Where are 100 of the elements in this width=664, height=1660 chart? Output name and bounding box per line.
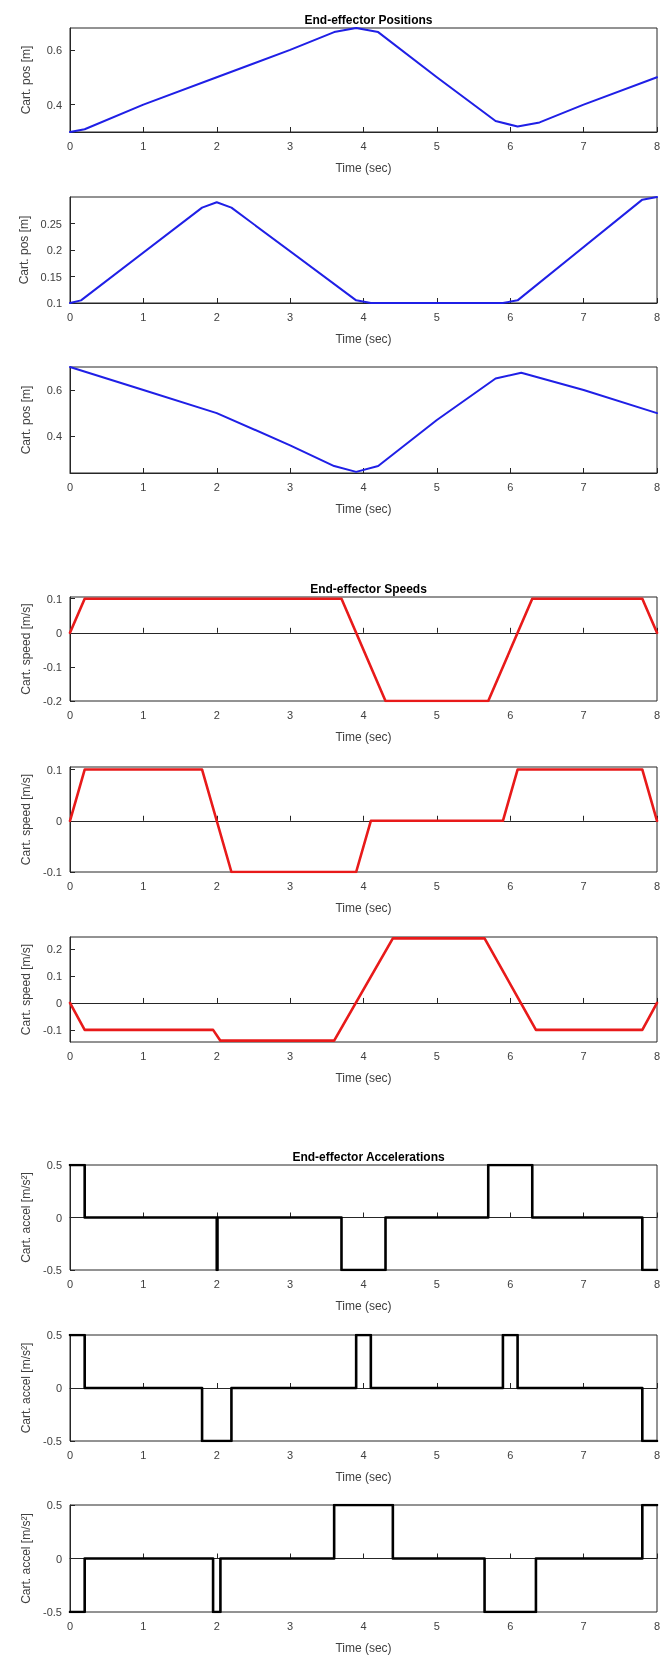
x-tick-label: 2 (213, 1049, 220, 1062)
x-tick-label: 7 (580, 1049, 587, 1062)
y-tick-label: -0.1 (43, 1023, 62, 1036)
x-axis-title: Time (sec) (335, 161, 392, 175)
x-tick-label: 3 (287, 708, 294, 721)
y-axis-title: Cart. speed [m/s] (19, 773, 33, 866)
x-tick-label: 2 (213, 708, 220, 721)
x-tick-label: 0 (66, 1448, 74, 1461)
x-tick-label: 6 (507, 480, 514, 493)
x-tick-label: 8 (653, 139, 661, 152)
x-tick-label: 4 (360, 310, 367, 323)
x-tick-label: 5 (433, 879, 440, 892)
x-tick-label: 2 (213, 1619, 220, 1632)
x-tick-label: 7 (580, 879, 587, 892)
x-tick-label: 8 (653, 480, 661, 493)
y-tick-label: 0.5 (46, 1499, 62, 1511)
y-tick-label: 0 (55, 996, 62, 1009)
x-tick-label: 7 (580, 139, 587, 152)
x-axis-title: Time (sec) (335, 332, 392, 346)
x-axis-title: Time (sec) (335, 1641, 392, 1655)
x-tick-label: 8 (653, 1619, 661, 1632)
x-tick-label: 8 (653, 1277, 661, 1290)
x-tick-label: 1 (140, 139, 147, 152)
x-tick-label: 6 (507, 1619, 514, 1632)
x-tick-label: 3 (287, 480, 294, 493)
x-tick-label: 3 (287, 310, 294, 323)
x-tick-label: 6 (507, 1049, 514, 1062)
x-tick-label: 0 (66, 310, 74, 323)
y-tick-label: -0.1 (43, 866, 62, 878)
x-tick-label: 2 (213, 139, 220, 152)
x-tick-label: 8 (653, 708, 661, 721)
x-tick-label: 7 (580, 310, 587, 323)
x-tick-label: 7 (580, 708, 587, 721)
y-tick-label: 0 (55, 1552, 62, 1565)
x-tick-label: 0 (66, 708, 74, 721)
y-axis-title: Cart. accel [m/s²] (19, 1513, 33, 1604)
x-tick-label: 1 (140, 1619, 147, 1632)
x-tick-label: 3 (287, 1619, 294, 1632)
y-tick-label: 0.15 (40, 270, 62, 283)
x-tick-label: 5 (433, 310, 440, 323)
x-tick-label: 7 (580, 1619, 587, 1632)
y-axis-title: Cart. accel [m/s²] (19, 1172, 33, 1263)
x-tick-label: 4 (360, 1049, 367, 1062)
x-tick-label: 7 (580, 480, 587, 493)
x-axis-title: Time (sec) (335, 901, 392, 915)
x-tick-label: 1 (140, 480, 147, 493)
y-tick-label: 0 (55, 1211, 62, 1224)
y-tick-label: -0.1 (43, 660, 62, 673)
y-tick-label: 0 (55, 626, 62, 639)
x-axis-title: Time (sec) (335, 1071, 392, 1085)
x-tick-label: 4 (360, 1448, 367, 1461)
x-tick-label: 5 (433, 1277, 440, 1290)
x-tick-label: 5 (433, 708, 440, 721)
y-tick-label: 0.6 (46, 384, 62, 397)
line-series (68, 937, 659, 1042)
y-axis-title: Cart. speed [m/s] (19, 943, 33, 1036)
x-tick-label: 1 (140, 1448, 147, 1461)
y-tick-label: 0.2 (46, 244, 62, 256)
x-tick-label: 2 (213, 879, 220, 892)
x-tick-label: 6 (507, 139, 514, 152)
x-tick-label: 4 (360, 879, 367, 892)
y-tick-label: 0.5 (46, 1329, 62, 1341)
x-tick-label: 3 (287, 1049, 294, 1062)
x-tick-label: 0 (66, 879, 74, 892)
x-tick-label: 8 (653, 1448, 661, 1461)
x-tick-label: 5 (433, 139, 440, 152)
x-tick-label: 0 (66, 1277, 74, 1290)
x-tick-label: 5 (433, 480, 440, 493)
x-tick-label: 3 (287, 879, 294, 892)
x-tick-label: 5 (433, 1049, 440, 1062)
line-series (69, 366, 658, 473)
y-tick-label: 0.1 (46, 592, 62, 605)
x-tick-label: 1 (140, 1049, 147, 1062)
y-axis-title: Cart. speed [m/s] (19, 603, 33, 695)
chart-title: End-effector Accelerations (292, 1150, 445, 1164)
x-tick-label: 7 (580, 1277, 587, 1290)
y-tick-label: 0.4 (46, 98, 62, 111)
chart-title: End-effector Positions (304, 13, 433, 27)
x-tick-label: 2 (213, 310, 220, 323)
y-axis-title: Cart. accel [m/s²] (19, 1342, 33, 1434)
chart-title: End-effector Speeds (310, 582, 428, 596)
y-axis-title: Cart. pos [m] (19, 385, 33, 455)
x-tick-label: 4 (360, 1277, 367, 1290)
x-tick-label: 6 (507, 708, 514, 721)
x-tick-label: 2 (213, 1448, 220, 1461)
x-tick-label: 0 (66, 1619, 74, 1632)
x-tick-label: 4 (360, 1619, 367, 1632)
x-tick-label: 1 (140, 708, 147, 721)
line-series (69, 27, 658, 133)
x-tick-label: 8 (653, 1049, 661, 1062)
y-tick-label: 0.6 (46, 43, 62, 56)
y-tick-label: 0.1 (46, 970, 62, 983)
x-axis-title: Time (sec) (335, 1299, 392, 1313)
y-tick-label: -0.2 (43, 695, 62, 707)
x-tick-label: 1 (140, 310, 147, 323)
x-tick-label: 5 (433, 1619, 440, 1632)
y-axis-title: Cart. pos [m] (16, 215, 31, 285)
x-tick-label: 6 (507, 310, 514, 323)
y-tick-label: 0.1 (46, 763, 62, 776)
x-tick-label: 1 (140, 1277, 147, 1290)
